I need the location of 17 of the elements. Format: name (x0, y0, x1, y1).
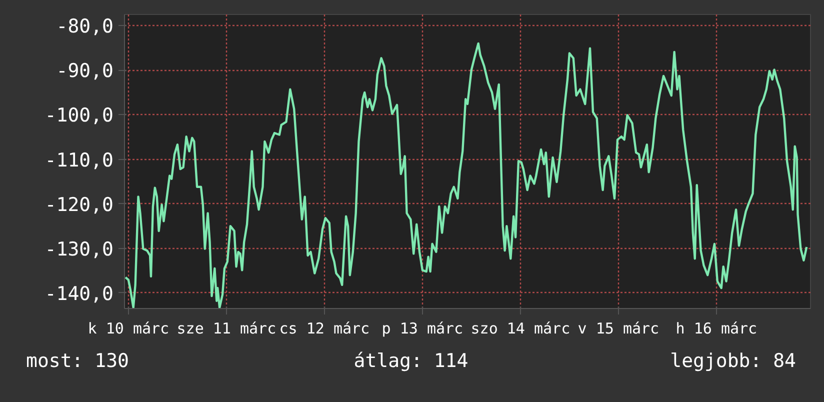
text: átlag: 114 (354, 349, 468, 374)
text: legjobb: 84 (670, 349, 796, 374)
y-tick-label: -100,0 (44, 104, 114, 127)
y-tick-label: -140,0 (44, 282, 114, 305)
y-tick-label: -110,0 (44, 149, 114, 172)
x-tick-label: v 15 márc (578, 320, 660, 338)
x-tick-label: k 10 márc (88, 320, 170, 338)
y-tick-label: -130,0 (44, 238, 114, 260)
x-tick-label: sze 11 márc (176, 320, 276, 338)
x-tick-label: h 16 márc (676, 320, 758, 338)
y-tick-label: -90,0 (56, 60, 114, 82)
x-tick-label: szo 14 márc (470, 320, 570, 338)
y-tick-label: -120,0 (44, 194, 114, 216)
x-tick-label: p 13 márc (382, 320, 464, 338)
x-tick-label: cs 12 márc (279, 320, 370, 338)
text: most: 130 (26, 349, 129, 374)
y-tick-label: -80,0 (56, 16, 114, 38)
